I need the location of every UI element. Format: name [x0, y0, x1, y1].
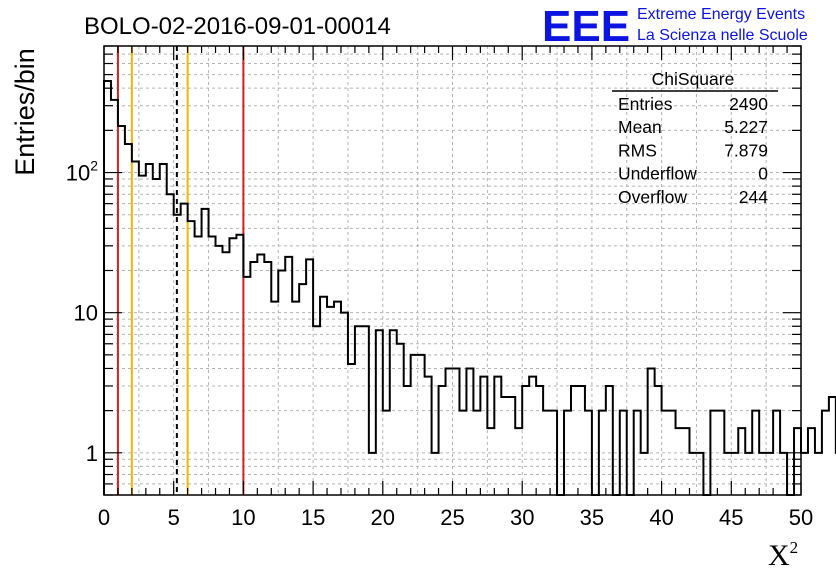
stats-row-value: 7.879 [724, 140, 768, 160]
stats-row-value: 5.227 [724, 117, 768, 137]
eee-logo-line2: La Scienza nelle Scuole [637, 27, 808, 44]
y-tick-label: 1 [86, 441, 98, 466]
eee-logo-mark: EEE [542, 2, 630, 51]
stats-row-value: 0 [758, 164, 768, 184]
y-axis-label: Entries/bin [10, 48, 40, 176]
x-tick-label: 40 [649, 505, 673, 530]
x-tick-label: 5 [168, 505, 180, 530]
x-axis-label: X2 [768, 538, 798, 572]
grid-lines [104, 46, 801, 495]
x-tick-label: 50 [789, 505, 813, 530]
stats-rows: Entries 2490 Mean 5.227 RMS 7.879 Underflow 0 Ov… [618, 94, 768, 207]
y-tick-label-base: 10 [66, 161, 90, 186]
x-tick-label: 10 [231, 505, 255, 530]
eee-logo: EEE Extreme Energy Events La Scienza nel… [542, 2, 808, 51]
y-tick-label-base: 1 [86, 441, 98, 466]
stats-row-value: 244 [739, 187, 768, 207]
stats-row-label: Entries [618, 94, 673, 114]
y-tick-label: 10 [74, 301, 98, 326]
chart-title: BOLO-02-2016-09-01-00014 [84, 13, 391, 40]
stats-row-label: Mean [618, 117, 662, 137]
stats-row-label: Overflow [618, 187, 687, 207]
stats-row-value: 2490 [729, 94, 768, 114]
x-tick-label: 45 [719, 505, 743, 530]
stats-box: ChiSquare Entries 2490 Mean 5.227 RMS 7.879 Un… [612, 69, 778, 207]
x-tick-label: 35 [580, 505, 604, 530]
stats-row-label: Underflow [618, 164, 697, 184]
y-tick-label: 102 [66, 158, 98, 186]
stats-row-label: RMS [618, 140, 657, 160]
eee-logo-line1: Extreme Energy Events [637, 6, 805, 23]
y-tick-label-exponent: 2 [90, 158, 98, 174]
x-tick-labels: 0 5 10 15 20 25 30 35 40 45 50 [98, 505, 813, 530]
stats-title: ChiSquare [652, 69, 735, 89]
x-axis-label-base: X [768, 539, 790, 572]
axis-ticks [103, 45, 802, 496]
x-tick-label: 30 [510, 505, 534, 530]
x-tick-label: 25 [440, 505, 464, 530]
x-tick-label: 20 [371, 505, 395, 530]
x-axis-label-sup: 2 [790, 538, 799, 557]
x-tick-label: 0 [98, 505, 110, 530]
y-tick-label-base: 10 [74, 301, 98, 326]
x-tick-label: 15 [301, 505, 325, 530]
